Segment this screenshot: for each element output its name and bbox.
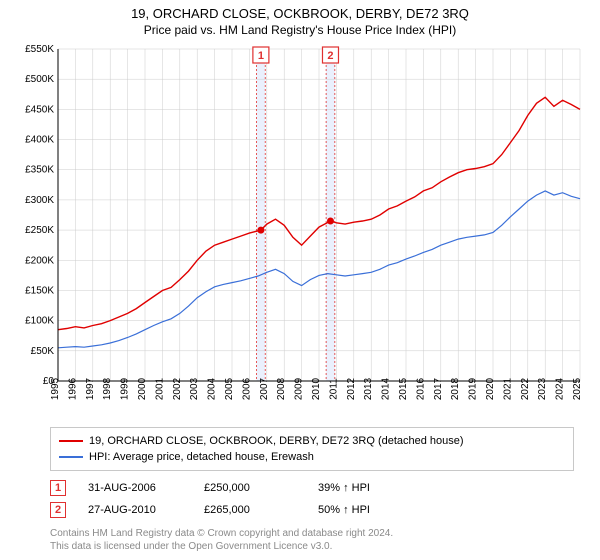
y-axis-label: £100K <box>25 316 54 327</box>
y-axis-label: £200K <box>25 255 54 266</box>
y-axis-label: £300K <box>25 195 54 206</box>
y-axis-label: £400K <box>25 135 54 146</box>
transactions-table: 1 31-AUG-2006 £250,000 39% ↑ HPI 2 27-AUG-201… <box>50 477 574 521</box>
chart-title: 19, ORCHARD CLOSE, OCKBROOK, DERBY, DE72… <box>0 0 600 21</box>
transaction-date: 27-AUG-2010 <box>70 504 200 516</box>
chart-svg: £0£50K£100K£150K£200K£250K£300K£350K£400… <box>10 43 590 423</box>
legend: 19, ORCHARD CLOSE, OCKBROOK, DERBY, DE72… <box>50 427 574 471</box>
y-axis-label: £500K <box>25 74 54 85</box>
transaction-pct: 39% ↑ HPI <box>318 482 418 494</box>
chart-subtitle: Price paid vs. HM Land Registry's House … <box>0 21 600 43</box>
y-axis-label: £50K <box>31 346 55 357</box>
transaction-price: £250,000 <box>204 482 314 494</box>
transaction-price: £265,000 <box>204 504 314 516</box>
marker-dot <box>327 218 334 225</box>
marker-number: 1 <box>258 50 264 62</box>
y-axis-label: £550K <box>25 44 54 55</box>
y-axis-label: £450K <box>25 104 54 115</box>
legend-swatch <box>59 440 83 442</box>
marker-band <box>257 49 266 381</box>
legend-label: 19, ORCHARD CLOSE, OCKBROOK, DERBY, DE72… <box>89 435 464 447</box>
transaction-row: 1 31-AUG-2006 £250,000 39% ↑ HPI <box>50 477 574 499</box>
y-axis-label: £150K <box>25 285 54 296</box>
transaction-row: 2 27-AUG-2010 £265,000 50% ↑ HPI <box>50 499 574 521</box>
marker-dot <box>257 227 264 234</box>
footer-line-1: Contains HM Land Registry data © Crown c… <box>50 527 574 540</box>
transaction-pct: 50% ↑ HPI <box>318 504 418 516</box>
legend-label: HPI: Average price, detached house, Erew… <box>89 451 314 463</box>
marker-band <box>326 49 335 381</box>
transaction-date: 31-AUG-2006 <box>70 482 200 494</box>
transaction-marker-box: 2 <box>50 502 66 518</box>
footer-line-2: This data is licensed under the Open Gov… <box>50 540 574 553</box>
y-axis-label: £350K <box>25 165 54 176</box>
y-axis-label: £250K <box>25 225 54 236</box>
footer-text: Contains HM Land Registry data © Crown c… <box>50 527 574 553</box>
legend-row: HPI: Average price, detached house, Erew… <box>59 449 565 465</box>
chart-area: £0£50K£100K£150K£200K£250K£300K£350K£400… <box>10 43 590 423</box>
marker-number: 2 <box>327 50 333 62</box>
legend-swatch <box>59 456 83 458</box>
legend-row: 19, ORCHARD CLOSE, OCKBROOK, DERBY, DE72… <box>59 433 565 449</box>
transaction-marker-box: 1 <box>50 480 66 496</box>
